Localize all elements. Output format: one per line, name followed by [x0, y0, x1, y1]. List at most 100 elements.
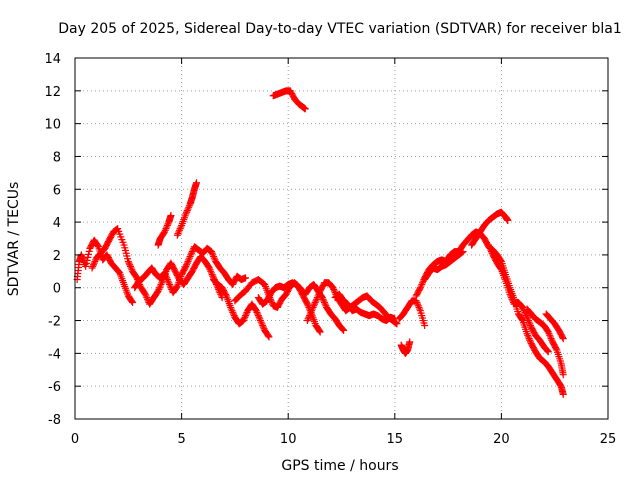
data-point	[316, 328, 324, 336]
data-point	[303, 300, 311, 308]
data-point	[126, 262, 134, 270]
data-point	[183, 207, 191, 215]
data-point	[164, 277, 172, 285]
data-point	[242, 274, 250, 282]
data-point	[523, 313, 531, 321]
data-point	[310, 302, 318, 310]
y-tick-label: 14	[44, 52, 61, 67]
data-point	[163, 223, 171, 231]
data-point	[256, 317, 264, 325]
data-point	[181, 264, 189, 272]
data-point	[311, 298, 319, 306]
data-point	[313, 295, 321, 303]
data-point	[487, 246, 495, 254]
data-point	[252, 307, 260, 315]
data-point	[175, 226, 183, 234]
data-point	[163, 274, 171, 282]
data-point	[309, 303, 317, 311]
x-tick-label: 25	[600, 432, 617, 447]
data-point	[187, 251, 195, 259]
data-point	[340, 326, 348, 334]
data-point	[162, 225, 170, 233]
y-tick-label: 2	[53, 249, 61, 264]
data-point	[114, 267, 122, 275]
data-point	[163, 221, 171, 229]
data-point	[242, 312, 250, 320]
data-point	[142, 292, 150, 300]
data-point	[544, 348, 552, 356]
y-tick-label: -4	[48, 347, 61, 362]
data-point	[124, 257, 132, 265]
data-point	[406, 338, 414, 346]
y-tick-label: -8	[48, 413, 61, 428]
data-point	[525, 335, 533, 343]
y-tick-label: -6	[48, 380, 61, 395]
data-point	[256, 315, 264, 323]
data-point	[524, 317, 532, 325]
plot-frame	[74, 57, 609, 420]
data-point	[161, 226, 169, 234]
data-point	[227, 303, 235, 311]
data-point	[193, 179, 201, 187]
data-point	[320, 298, 328, 306]
data-point	[305, 313, 313, 321]
data-point	[525, 318, 533, 326]
data-point	[241, 313, 249, 321]
data-point	[182, 210, 190, 218]
data-point	[126, 261, 134, 269]
data-point	[184, 205, 192, 213]
data-point	[485, 241, 493, 249]
data-point	[89, 262, 97, 270]
y-tick-label: 6	[53, 183, 61, 198]
data-point	[173, 231, 181, 239]
data-point	[526, 320, 534, 328]
y-tick-label: 10	[44, 118, 61, 133]
data-point	[559, 335, 567, 343]
y-tick-label: 4	[53, 216, 61, 231]
data-point	[314, 292, 322, 300]
data-point	[82, 259, 90, 267]
data-point	[559, 333, 567, 341]
data-point	[82, 262, 90, 270]
data-point	[523, 330, 531, 338]
data-point	[258, 320, 266, 328]
data-point	[315, 289, 323, 297]
data-point	[559, 371, 567, 379]
data-point	[264, 332, 272, 340]
data-point	[205, 264, 213, 272]
data-point	[177, 223, 185, 231]
data-point	[486, 244, 494, 252]
data-point	[506, 290, 514, 298]
x-tick-label: 5	[177, 432, 185, 447]
data-point	[207, 269, 215, 277]
data-point	[268, 298, 276, 306]
data-point	[315, 327, 323, 335]
data-point	[161, 269, 169, 277]
data-point	[155, 285, 163, 293]
data-point	[240, 315, 248, 323]
data-point	[552, 345, 560, 353]
data-point	[254, 312, 262, 320]
data-point	[308, 305, 316, 313]
data-point	[416, 284, 424, 292]
data-point	[459, 248, 467, 256]
data-point	[497, 265, 505, 273]
data-point	[185, 203, 193, 211]
data-point	[393, 320, 401, 328]
data-point	[265, 333, 273, 341]
data-point	[176, 225, 184, 233]
data-point	[320, 297, 328, 305]
data-point	[173, 283, 181, 291]
data-point	[90, 259, 98, 267]
data-point	[313, 294, 321, 302]
data-point	[207, 267, 215, 275]
data-points	[73, 87, 567, 398]
data-point	[183, 208, 191, 216]
data-point	[174, 230, 182, 238]
data-point	[303, 317, 311, 325]
data-point	[242, 310, 250, 318]
data-point	[417, 282, 425, 290]
data-point	[88, 264, 96, 272]
data-point	[239, 317, 247, 325]
